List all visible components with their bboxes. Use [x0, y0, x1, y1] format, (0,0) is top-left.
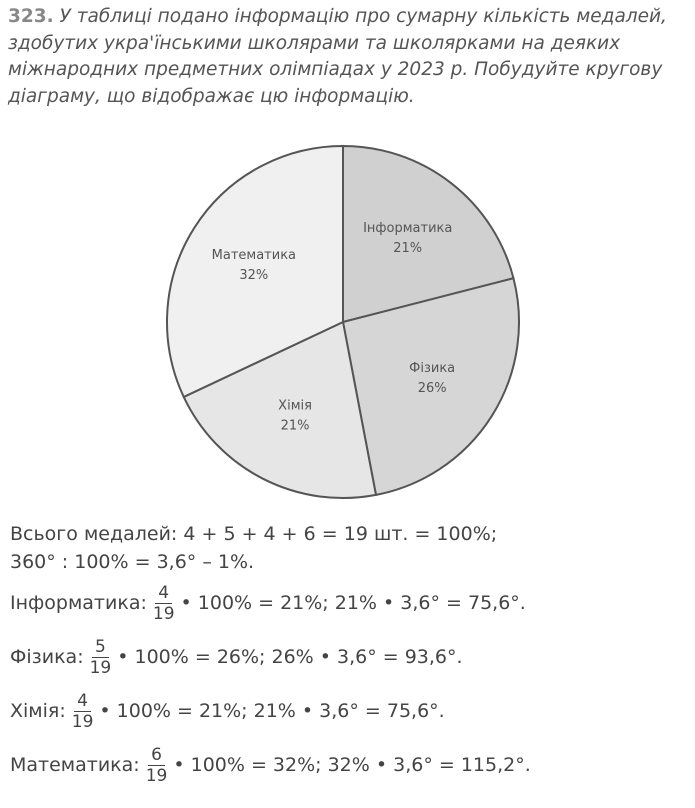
- problem-line: міжнародних предметних олімпіадах у 2023…: [8, 57, 693, 84]
- solution: Всього медалей: 4 + 5 + 4 + 6 = 19 шт. =…: [10, 520, 531, 792]
- solution-row: Математика: 6 19 • 100% = 32%; 32% • 3,6° =…: [10, 738, 531, 792]
- row-label: Інформатика:: [10, 592, 147, 614]
- denominator: 19: [71, 711, 94, 732]
- fraction: 4 19: [72, 691, 94, 732]
- pie-slice: [182, 320, 378, 499]
- slice-value-label: 21%: [393, 241, 422, 256]
- problem-line: 323. У таблиці подано інформацію про сум…: [8, 4, 693, 31]
- problem-text: здобутих укра'їнськими школярами та школ…: [8, 32, 621, 54]
- row-label: Фізика:: [10, 646, 84, 668]
- pie-slice: [341, 277, 520, 497]
- slice-value-label: 21%: [281, 419, 310, 434]
- row-rest: • 100% = 21%; 21% • 3,6° = 75,6°.: [180, 592, 526, 614]
- denominator: 19: [145, 765, 168, 786]
- solution-row: Фізика: 5 19 • 100% = 26%; 26% • 3,6° = 93,…: [10, 630, 531, 684]
- fraction: 4 19: [153, 583, 175, 624]
- numerator: 4: [74, 691, 91, 712]
- fraction: 6 19: [146, 745, 168, 786]
- row-rest: • 100% = 26%; 26% • 3,6° = 93,6°.: [117, 646, 463, 668]
- slice-label: Математика: [212, 248, 296, 263]
- row-label: Хімія:: [10, 700, 66, 722]
- problem-number: 323.: [8, 6, 54, 27]
- slice-value-label: 26%: [418, 381, 447, 396]
- problem: 323. У таблиці подано інформацію про сум…: [8, 4, 693, 110]
- slice-label: Інформатика: [363, 221, 452, 236]
- pie-slice: [342, 144, 515, 324]
- solution-row: Інформатика: 4 19 • 100% = 21%; 21% • 3,6° …: [10, 576, 531, 630]
- pie-slice: [166, 144, 344, 399]
- numerator: 6: [148, 745, 165, 766]
- solution-line: 360° : 100% = 3,6° – 1%.: [10, 551, 255, 573]
- problem-line: діаграму, що відображає цю інформацію.: [8, 84, 693, 111]
- denominator: 19: [89, 657, 112, 678]
- problem-text: У таблиці подано інформацію про сумарну …: [59, 6, 667, 27]
- row-rest: • 100% = 21%; 21% • 3,6° = 75,6°.: [99, 700, 445, 722]
- fraction: 5 19: [90, 637, 112, 678]
- numerator: 4: [155, 583, 173, 604]
- numerator: 5: [92, 637, 109, 658]
- slice-value-label: 32%: [239, 268, 268, 283]
- slice-label: Фізика: [409, 361, 455, 376]
- row-rest: • 100% = 32%; 32% • 3,6° = 115,2°.: [173, 754, 531, 776]
- problem-line: здобутих укра'їнськими школярами та школ…: [8, 31, 693, 58]
- row-label: Математика:: [10, 754, 140, 776]
- solution-line: Всього медалей: 4 + 5 + 4 + 6 = 19 шт. =…: [10, 523, 498, 545]
- solution-row: Хімія: 4 19 • 100% = 21%; 21% • 3,6° = 75,6…: [10, 684, 531, 738]
- problem-text: діаграму, що відображає цю інформацію.: [8, 85, 415, 107]
- pie-chart: Інформатика 21% Фізика 26% Хімія 21% Математик…: [166, 144, 520, 499]
- slice-label: Хімія: [278, 399, 312, 414]
- denominator: 19: [152, 603, 175, 624]
- problem-text: міжнародних предметних олімпіадах у 2023…: [8, 59, 663, 80]
